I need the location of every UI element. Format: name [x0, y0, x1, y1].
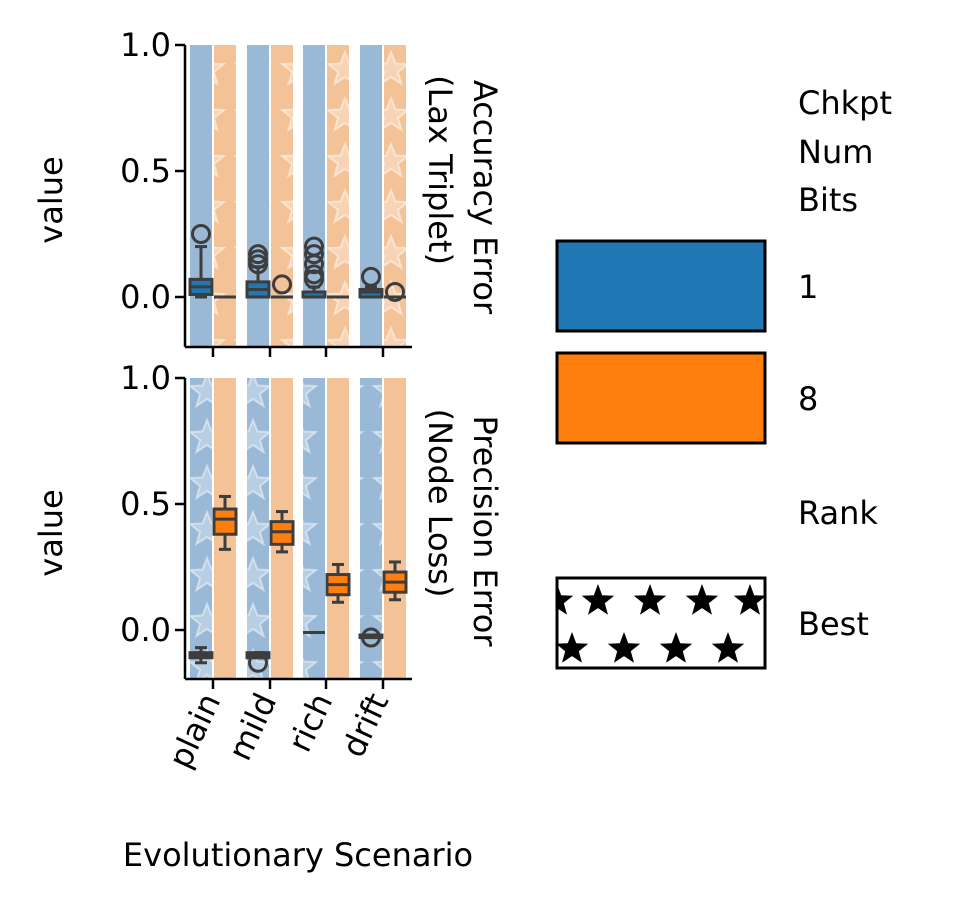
outlier-point: [248, 244, 268, 265]
legend-section-rank-title: Rank: [798, 494, 878, 532]
best-rank-star-hatch: [271, 45, 293, 347]
x-tick-labels: plain mild rich drift: [161, 687, 396, 774]
legend-star-mark: [685, 584, 719, 615]
legend-swatch-best: [555, 576, 767, 670]
legend-label-1: 1: [798, 268, 818, 306]
y-tick-label: 0.5: [120, 152, 171, 190]
box-drift-hue-8: [382, 560, 408, 602]
legend-star-mark: [633, 584, 667, 615]
legend-swatch-8: [555, 351, 767, 445]
x-tick-label-drift: drift: [334, 687, 396, 763]
y-tick-label: 1.0: [120, 359, 171, 397]
outlier-point: [304, 244, 324, 265]
x-tick-label-plain: plain: [161, 687, 228, 774]
row-label-bottom: Precision Error (Node Loss): [421, 409, 504, 648]
box-rich-hue-8: [325, 562, 351, 604]
legend-star-mark: [733, 584, 765, 615]
outlier-point: [304, 236, 324, 257]
legend-title-line1: Chkpt: [798, 84, 892, 122]
y-axis-label-bottom: value: [32, 489, 70, 576]
box-mild-hue-8: [271, 274, 293, 299]
outlier-point: [361, 627, 381, 648]
outlier-point: [385, 281, 405, 302]
legend-star-mark: [581, 584, 615, 615]
legend-star-mark: [557, 584, 574, 615]
row-label-bottom-line1: Precision Error: [466, 416, 504, 648]
legend-title-line2: Num: [798, 133, 873, 171]
outlier-point: [272, 274, 292, 295]
best-rank-star-hatch: [247, 378, 269, 679]
panel-accuracy-error: 1.0 0.5 0.0: [120, 26, 412, 357]
outlier-point: [361, 266, 381, 287]
box-drift-hue-8: [384, 281, 406, 302]
x-axis-label: Evolutionary Scenario: [123, 836, 473, 874]
legend-star-mark: [557, 632, 589, 663]
outlier-point: [304, 264, 324, 285]
legend-label-8: 8: [798, 380, 818, 418]
box-drift-hue-1: [358, 627, 384, 648]
box-drift-hue-1: [358, 266, 384, 299]
row-label-top-line1: Accuracy Error: [466, 80, 504, 315]
outlier-point: [191, 224, 211, 244]
y-axis-label-top: value: [32, 156, 70, 243]
best-rank-star-hatch: [190, 378, 212, 679]
row-label-top: Accuracy Error (Lax Triplet): [421, 75, 504, 315]
y-tick-label: 0.0: [120, 278, 171, 316]
row-label-bottom-line2: (Node Loss): [421, 409, 459, 598]
best-rank-star-hatch: [214, 45, 236, 347]
box-mild-hue-1: [245, 244, 271, 299]
legend-star-mark: [659, 632, 693, 663]
background-band-plain-hue-1: [190, 45, 212, 347]
box-plain-hue-1: [188, 646, 214, 665]
box-plain-hue-1: [188, 224, 214, 299]
best-rank-star-hatch: [303, 378, 325, 679]
outlier-point: [248, 652, 268, 673]
panel-precision-error: 1.0 0.5 0.0: [120, 359, 412, 689]
background-band-drift-hue-8: [384, 378, 406, 679]
y-tick-label: 1.0: [120, 26, 171, 64]
legend-label-best: Best: [798, 605, 869, 643]
box-plain-hue-8: [212, 494, 238, 551]
legend-star-mark: [607, 632, 641, 663]
axes-1: 1.0 0.5 0.0: [120, 359, 412, 689]
legend-star-mark: [711, 632, 745, 663]
y-tick-label: 0.0: [120, 611, 171, 649]
best-rank-star-hatch: [384, 45, 406, 347]
background-band-mild-hue-1: [247, 45, 269, 347]
box-mild-hue-1: [245, 651, 271, 673]
box-mild-hue-8: [269, 510, 295, 554]
legend-title-line3: Bits: [798, 181, 858, 219]
axes-0: 1.0 0.5 0.0: [120, 26, 412, 357]
best-rank-star-hatch: [327, 45, 349, 347]
legend-swatch-1: [555, 239, 767, 333]
x-tick-label-rich: rich: [280, 687, 340, 757]
background-band-rich-hue-1: [303, 45, 325, 347]
y-tick-label: 0.5: [120, 485, 171, 523]
background-band-drift-hue-1: [360, 45, 382, 347]
row-label-top-line2: (Lax Triplet): [421, 75, 459, 265]
box-rich-hue-1: [301, 236, 327, 299]
legend: Chkpt Num Bits 1 8 Rank Best: [555, 84, 892, 670]
x-tick-label-mild: mild: [221, 687, 285, 766]
background-band-rich-hue-8: [327, 378, 349, 679]
best-rank-star-hatch: [360, 378, 382, 679]
